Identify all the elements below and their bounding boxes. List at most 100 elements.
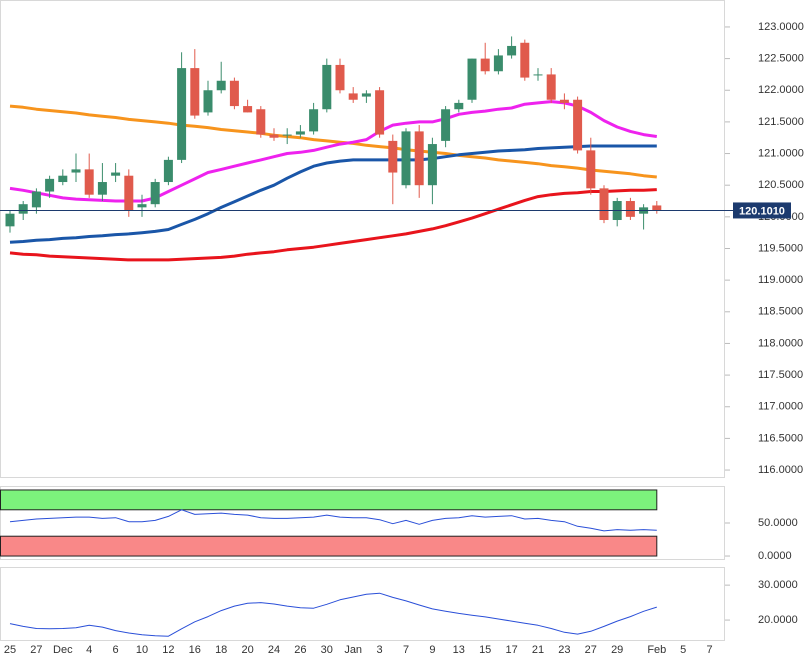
x-tick-label: 7	[707, 644, 713, 656]
y-tick-label: 20.0000	[758, 614, 798, 626]
x-tick-label: 18	[215, 644, 227, 656]
candle-body	[427, 144, 437, 186]
candle-body	[229, 80, 239, 107]
candle-body	[243, 106, 253, 113]
candle-body	[269, 134, 279, 138]
x-tick-label: 20	[241, 644, 253, 656]
candle-body	[71, 169, 81, 173]
x-tick-label: 15	[479, 644, 491, 656]
x-tick-label: 24	[268, 644, 280, 656]
y-tick-label: 0.0000	[758, 550, 792, 562]
candle-body	[295, 131, 305, 135]
candle-body	[454, 102, 464, 110]
y-tick-label: 116.5000	[758, 432, 803, 444]
candle-body	[533, 74, 543, 76]
candle-body	[348, 93, 358, 100]
candle-body	[467, 58, 477, 100]
y-tick-label: 30.0000	[758, 579, 798, 591]
x-tick-label: Dec	[53, 644, 73, 656]
candle-body	[111, 172, 121, 176]
x-tick-label: 30	[321, 644, 333, 656]
y-tick-label: 118.5000	[758, 306, 803, 318]
candle-body	[573, 99, 583, 151]
candle-body	[18, 204, 28, 214]
price-panel	[0, 0, 725, 478]
moving-average	[9, 188, 657, 262]
x-tick-label: 27	[585, 644, 597, 656]
moving-average	[9, 144, 657, 244]
candle-body	[335, 64, 345, 91]
y-tick-label: 119.5000	[758, 242, 803, 254]
last-price-box	[733, 202, 791, 219]
x-tick-label: 17	[505, 644, 517, 656]
candle-body	[58, 175, 68, 183]
candle-body	[599, 188, 609, 221]
x-tick-label: 4	[86, 644, 92, 656]
candle-body	[163, 159, 173, 183]
candle-body	[507, 45, 517, 56]
candle-body	[520, 42, 530, 78]
candle-body	[559, 99, 569, 103]
y-tick-label: 121.5000	[758, 116, 804, 128]
x-tick-label: 5	[680, 644, 686, 656]
candle-body	[203, 90, 213, 113]
y-tick-label: 119.0000	[758, 274, 803, 286]
x-tick-label: 7	[403, 644, 409, 656]
candle-body	[84, 169, 94, 195]
moving-average	[9, 100, 658, 203]
candle-body	[256, 109, 266, 135]
band	[0, 489, 658, 511]
adx-panel	[0, 567, 725, 641]
y-tick-label: 122.0000	[758, 84, 804, 96]
band	[0, 535, 658, 557]
y-tick-label: 50.0000	[758, 517, 798, 529]
rsi-panel	[0, 486, 725, 560]
candle-body	[31, 191, 41, 208]
candle-body	[5, 213, 15, 227]
x-tick-label: Jan	[344, 644, 362, 656]
candle-body	[401, 131, 411, 186]
y-tick-label: 123.0000	[758, 21, 804, 33]
y-tick-label: 121.0000	[758, 147, 804, 159]
indicator-line	[9, 592, 657, 637]
x-tick-label: 13	[453, 644, 465, 656]
last-price-label: 120.1010	[739, 205, 785, 217]
indicator-line	[9, 509, 657, 532]
y-tick-label: 117.0000	[758, 401, 803, 413]
y-tick-label: 117.5000	[758, 369, 803, 381]
candle-body	[309, 109, 319, 132]
candle-body	[480, 58, 490, 72]
x-tick-label: 10	[136, 644, 148, 656]
candle-body	[414, 131, 424, 186]
candle-body	[282, 134, 292, 136]
x-tick-label: 23	[558, 644, 570, 656]
candle-body	[137, 204, 147, 208]
candle-body	[190, 68, 200, 116]
y-tick-label: 122.5000	[758, 53, 804, 65]
y-tick-label: 118.0000	[758, 337, 803, 349]
y-tick-label: 120.5000	[758, 179, 804, 191]
candle-body	[586, 150, 596, 189]
candle-body	[388, 140, 398, 173]
y-tick-label: 116.0000	[758, 464, 803, 476]
x-tick-label: 29	[611, 644, 623, 656]
x-tick-label: Feb	[647, 644, 666, 656]
x-tick-label: 3	[377, 644, 383, 656]
x-tick-label: 27	[30, 644, 42, 656]
x-tick-label: 25	[4, 644, 16, 656]
candle-body	[375, 90, 385, 135]
x-tick-label: 9	[429, 644, 435, 656]
candle-body	[124, 175, 134, 211]
candle-body	[361, 93, 371, 97]
candle-body	[322, 64, 332, 110]
x-tick-label: 16	[189, 644, 201, 656]
candle-body	[546, 74, 556, 100]
candle-body	[493, 55, 503, 72]
candle-body	[441, 109, 451, 141]
candle-body	[652, 205, 662, 211]
x-tick-label: 21	[532, 644, 544, 656]
candle-body	[45, 178, 55, 192]
moving-average	[9, 104, 657, 179]
